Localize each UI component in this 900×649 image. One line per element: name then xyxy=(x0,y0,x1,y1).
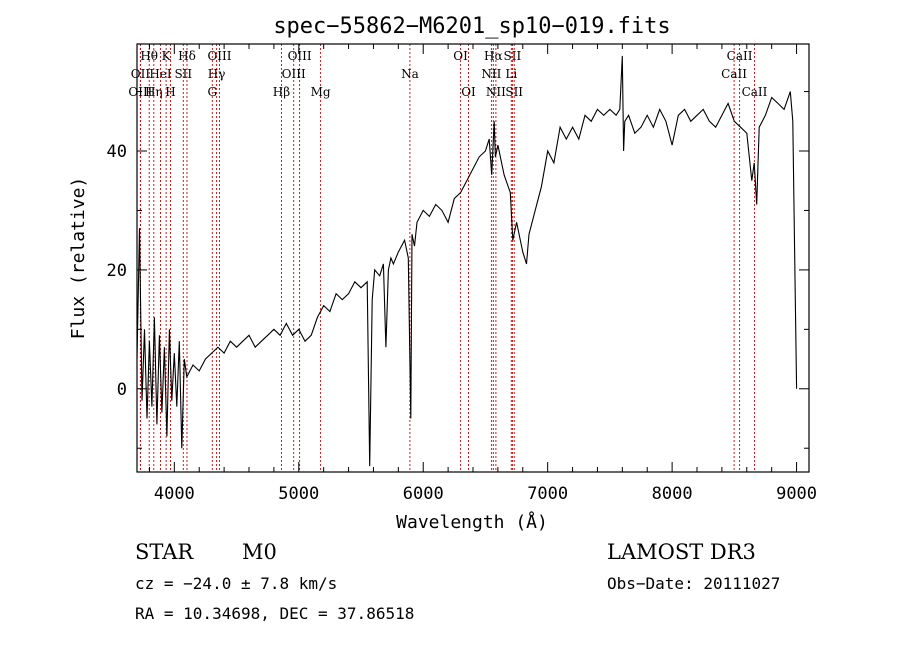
x-tick-label: 7000 xyxy=(527,484,568,504)
chart-title: spec−55862−M6201_sp10−019.fits xyxy=(273,14,670,39)
line-label-12: Hβ xyxy=(273,85,290,99)
line-label-26: CaII xyxy=(721,67,747,81)
line-label-24: SII xyxy=(505,85,523,99)
line-label-27: CaII xyxy=(742,85,768,99)
x-tick-label: 4000 xyxy=(154,484,195,504)
x-axis-label: Wavelength (Å) xyxy=(396,511,548,533)
line-label-22: SII xyxy=(504,49,522,63)
line-label-10: Hγ xyxy=(208,67,226,81)
x-tick-label: 6000 xyxy=(403,484,444,504)
y-tick-label: 0 xyxy=(117,380,127,400)
line-label-16: Na xyxy=(401,67,419,81)
line-label-7: Hδ xyxy=(178,49,196,63)
redshift-cz: cz = −24.0 ± 7.8 km/s xyxy=(135,574,338,593)
line-label-4: HeI xyxy=(149,67,172,81)
survey-name: LAMOST DR3 xyxy=(607,540,756,564)
line-label-19: Hα xyxy=(484,49,503,63)
line-label-11: G xyxy=(208,85,218,99)
object-class: STAR xyxy=(135,540,194,564)
spectrum-line xyxy=(136,55,798,467)
y-axis: 0 20 40 xyxy=(107,91,809,449)
coordinates: RA = 10.34698, DEC = 37.86518 xyxy=(135,604,415,623)
x-tick-label: 9000 xyxy=(776,484,817,504)
plot-frame xyxy=(136,43,810,473)
line-label-15: Mg xyxy=(311,85,331,99)
y-tick-label: 20 xyxy=(107,261,127,281)
line-label-18: OI xyxy=(461,85,476,99)
line-label-5: Hη xyxy=(145,85,163,99)
line-label-14: OIII xyxy=(282,67,306,81)
line-label-0: Hθ xyxy=(140,49,158,63)
line-label-17: OI xyxy=(453,49,468,63)
y-axis-label: Flux (relative) xyxy=(68,177,89,340)
line-label-23: Li xyxy=(505,67,517,81)
object-subclass: M0 xyxy=(242,540,277,564)
line-label-6: H xyxy=(165,85,175,99)
line-label-25: CaII xyxy=(727,49,753,63)
x-tick-label: 8000 xyxy=(652,484,693,504)
line-label-9: OIII xyxy=(207,49,231,63)
y-tick-label: 40 xyxy=(107,142,127,162)
line-label-3: K xyxy=(162,49,172,63)
x-axis: 4000 5000 6000 7000 8000 9000 xyxy=(148,44,817,504)
observation-date: Obs−Date: 20111027 xyxy=(607,574,781,593)
line-label-20: NII xyxy=(481,67,501,81)
x-tick-label: 5000 xyxy=(278,484,319,504)
line-label-13: OIII xyxy=(288,49,312,63)
line-label-21: NII xyxy=(486,85,506,99)
line-label-8: SII xyxy=(174,67,192,81)
